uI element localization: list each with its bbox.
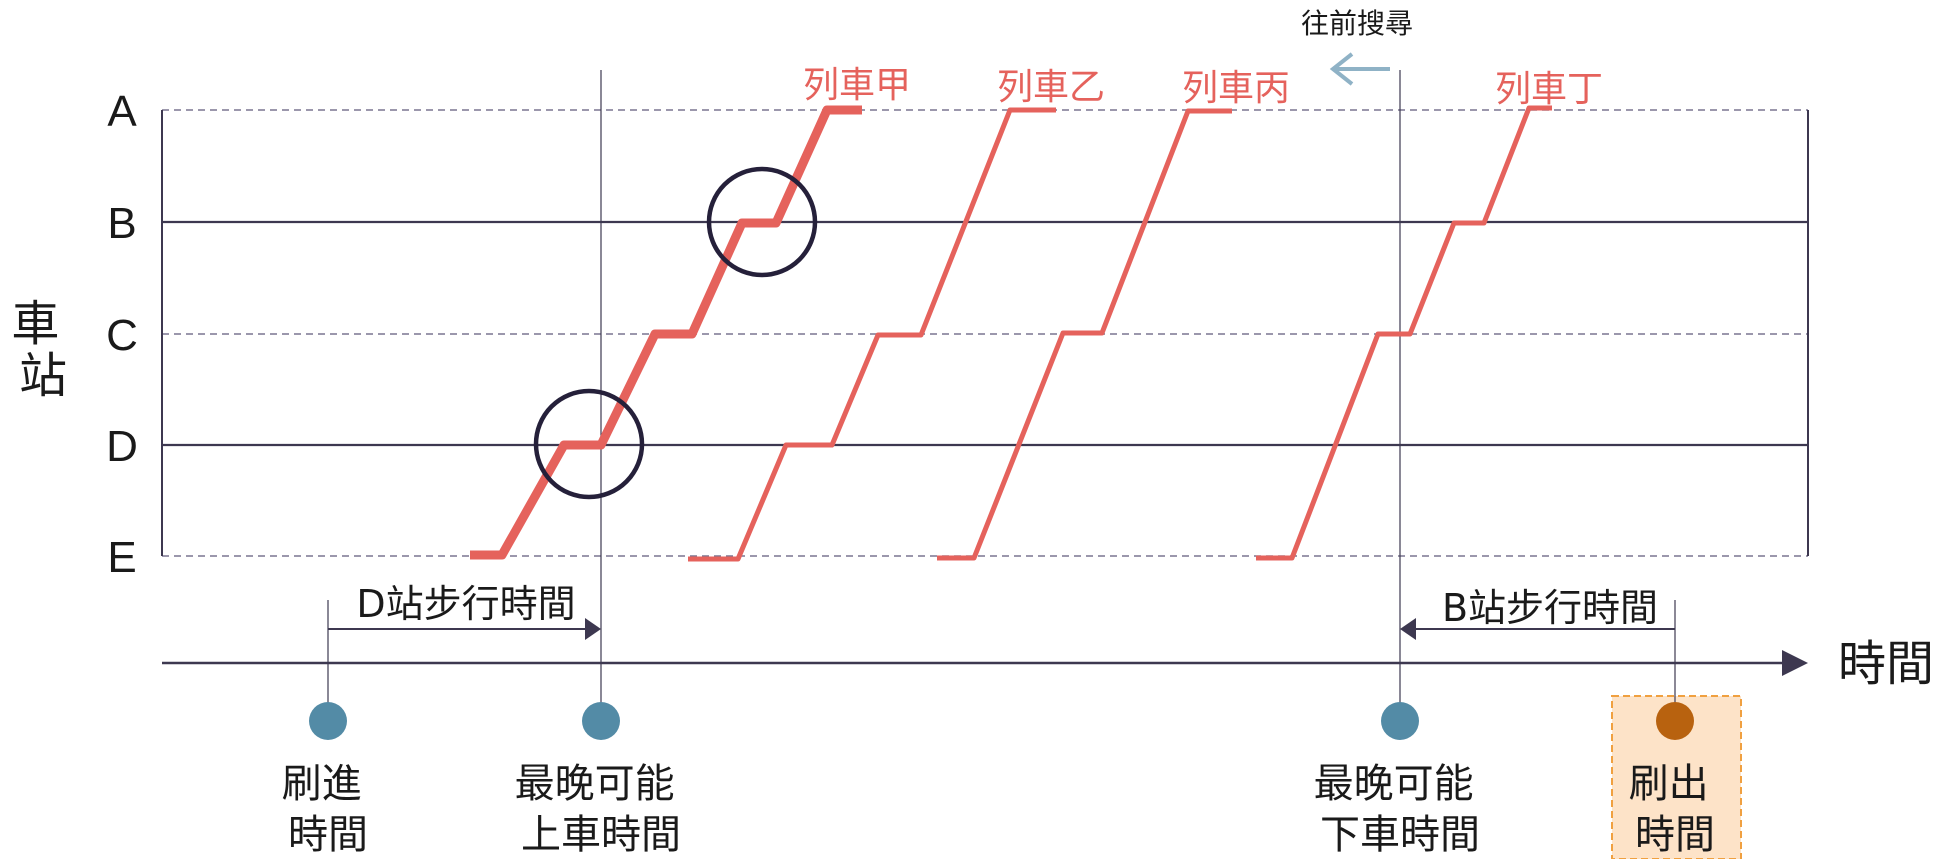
train-paths [470, 105, 1552, 562]
exit-time-label: 刷出 時間 [1629, 761, 1722, 858]
train-label-ding: 列車丁 [1495, 69, 1603, 110]
train-label-yi: 列車乙 [997, 67, 1105, 108]
latest-alighting-marker [1381, 702, 1419, 740]
time-marker-labels: 刷進 時間 最晚可能 上車時間 最晚可能 下車時間 刷出 時間 [282, 761, 1722, 858]
entry-walk-dimension [327, 600, 601, 720]
search-direction-arrow-icon [1329, 52, 1390, 86]
station-label-e: E [107, 533, 136, 582]
exit-time-marker [1656, 702, 1694, 740]
transfer-highlight-circle-d [533, 388, 645, 500]
train-label-jia: 列車甲 [803, 65, 911, 106]
train-label-bing: 列車丙 [1182, 68, 1290, 109]
entry-walk-arrowhead [585, 618, 601, 640]
station-label-c: C [106, 311, 138, 360]
exit-walk-arrowhead [1400, 618, 1416, 640]
train-path-ding [1256, 105, 1552, 561]
latest-alighting-label: 最晚可能 下車時間 [1314, 761, 1487, 858]
station-label-d: D [106, 422, 138, 471]
latest-boarding-marker [582, 702, 620, 740]
transfer-highlight-circle-b [706, 166, 818, 278]
train-path-jia [470, 105, 862, 560]
station-label-a: A [107, 87, 137, 136]
exit-walk-label: B站步行時間 [1442, 586, 1658, 630]
y-axis-label: 車 站 [11, 296, 74, 404]
entry-time-marker [309, 702, 347, 740]
train-path-bing [937, 108, 1232, 561]
train-path-yi [688, 107, 1056, 562]
entry-time-label: 刷進 時間 [282, 761, 375, 858]
train-labels: 列車甲 列車乙 列車丙 列車丁 [803, 65, 1603, 110]
time-axis-arrowhead [1782, 650, 1808, 676]
x-axis-label: 時間 [1838, 636, 1934, 692]
station-labels: A B C D E [106, 87, 138, 582]
station-label-b: B [107, 199, 136, 248]
exit-walk-dimension [1400, 618, 1675, 640]
latest-boarding-label: 最晚可能 上車時間 [515, 761, 688, 858]
search-direction-label: 往前搜尋 [1301, 7, 1413, 40]
entry-walk-label: D站步行時間 [356, 582, 575, 626]
